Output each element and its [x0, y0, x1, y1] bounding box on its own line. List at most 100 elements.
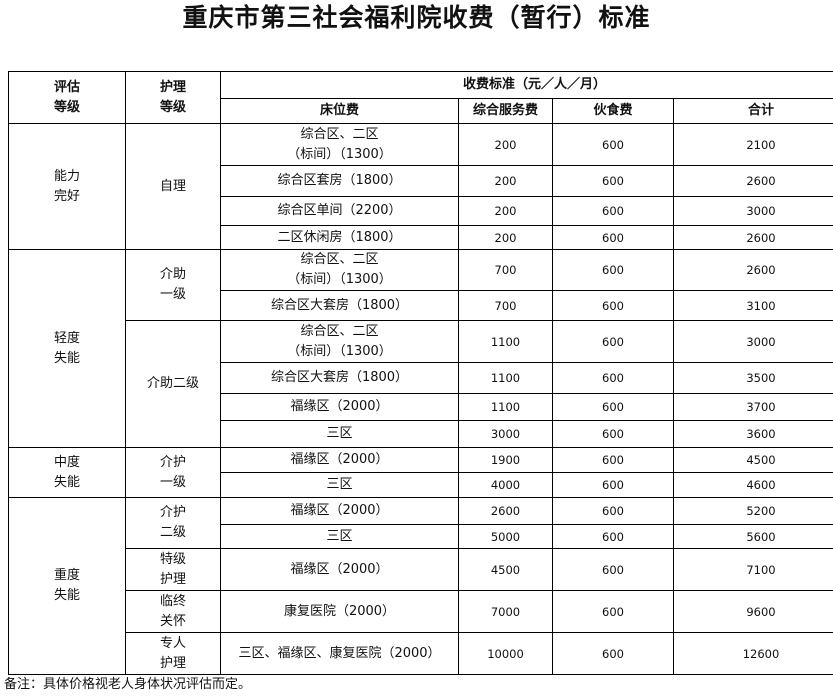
service-fee-cell: 1100 [458, 362, 553, 394]
food-fee-cell: 600 [552, 249, 674, 291]
food-fee-cell: 600 [552, 632, 674, 675]
table-row: 介助二级 综合区、二区 （标间）（1300） 1100 600 3000 [9, 320, 833, 448]
table-row: 三区 4000 600 4600 [9, 472, 833, 498]
header-service: 综合服务费 [458, 98, 553, 124]
care-level-cell: 临终 关怀 [125, 590, 221, 633]
total-fee-cell: 5200 [672, 497, 833, 525]
food-fee-cell: 600 [552, 196, 674, 226]
fee-table: 评估 等级 护理 等级 收费标准（元／人／月） 床位费 综合服务费 伙食费 合计… [8, 71, 833, 675]
service-fee-cell: 4000 [458, 472, 553, 498]
table-row: 特级 护理 福缘区（2000） 4500 600 7100 [9, 548, 833, 591]
bed-fee-cell: 三区、福缘区、康复医院（2000） [220, 632, 459, 675]
total-fee-cell: 4500 [672, 447, 833, 473]
bed-fee-cell: 福缘区（2000） [220, 548, 459, 591]
grade-cell: 能力 完好 [8, 123, 126, 250]
header-food: 伙食费 [552, 98, 674, 124]
total-fee-cell: 4600 [672, 472, 833, 498]
total-fee-cell: 3600 [672, 420, 833, 448]
footnote: 备注：具体价格视老人身体状况评估而定。 [4, 677, 252, 692]
bed-fee-cell: 综合区套房（1800） [220, 165, 459, 197]
table-row: 三区 3000 600 3600 [9, 420, 833, 448]
table-row: 重度 失能 介护 二级 福缘区（2000） 2600 600 5200 [8, 497, 833, 675]
service-fee-cell: 10000 [458, 632, 553, 675]
food-fee-cell: 600 [552, 548, 674, 591]
service-fee-cell: 200 [458, 225, 553, 250]
service-fee-cell: 200 [458, 165, 553, 197]
grade-cell: 中度 失能 [8, 447, 126, 498]
service-fee-cell: 200 [458, 196, 553, 226]
food-fee-cell: 600 [552, 393, 674, 421]
service-fee-cell: 7000 [458, 590, 553, 633]
bed-fee-cell: 综合区单间（2200） [220, 196, 459, 226]
service-fee-cell: 5000 [458, 524, 553, 549]
service-fee-cell: 1900 [458, 447, 553, 473]
food-fee-cell: 600 [552, 447, 674, 473]
bed-fee-cell: 福缘区（2000） [220, 447, 459, 473]
table-row: 中度 失能 介护 一级 福缘区（2000） 1900 600 4500 [8, 447, 833, 498]
header-fee-group: 收费标准（元／人／月） [219, 71, 833, 99]
care-level-cell: 介助 一级 [125, 249, 221, 321]
table-body: 能力 完好 自理 综合区、二区 （标间）（1300） 200 600 2100 综合区套房（… [8, 123, 833, 675]
food-fee-cell: 600 [552, 590, 674, 633]
total-fee-cell: 5600 [672, 524, 833, 549]
total-fee-cell: 2600 [672, 165, 833, 197]
total-fee-cell: 3500 [672, 362, 833, 394]
care-level-cell: 自理 [125, 123, 221, 250]
service-fee-cell: 1100 [458, 320, 553, 363]
table-row: 综合区大套房（1800） 1100 600 3500 [9, 362, 833, 394]
total-fee-cell: 9600 [672, 590, 833, 633]
table-row: 轻度 失能 介助 一级 综合区、二区 （标间）（1300） 700 600 2600 [8, 249, 833, 448]
table-row: 临终 关怀 康复医院（2000） 7000 600 9600 [9, 590, 833, 633]
care-level-cell: 专人 护理 [125, 632, 221, 675]
header-total: 合计 [672, 98, 833, 124]
header-care: 护理 等级 [125, 71, 221, 124]
food-fee-cell: 600 [552, 320, 674, 363]
table-row: 综合区套房（1800） 200 600 2600 [9, 165, 833, 197]
page-title: 重庆市第三社会福利院收费（暂行）标准 [182, 3, 651, 32]
service-fee-cell: 700 [458, 249, 553, 291]
bed-fee-cell: 综合区、二区 （标间）（1300） [220, 320, 459, 363]
total-fee-cell: 2600 [672, 249, 833, 291]
table-row: 综合区大套房（1800） 700 600 3100 [9, 290, 833, 321]
food-fee-cell: 600 [552, 524, 674, 549]
food-fee-cell: 600 [552, 362, 674, 394]
total-fee-cell: 7100 [672, 548, 833, 591]
total-fee-cell: 3700 [672, 393, 833, 421]
bed-fee-cell: 康复医院（2000） [220, 590, 459, 633]
bed-fee-cell: 福缘区（2000） [220, 393, 459, 421]
food-fee-cell: 600 [552, 123, 674, 166]
care-level-cell: 介助二级 [125, 320, 221, 448]
table-row: 能力 完好 自理 综合区、二区 （标间）（1300） 200 600 2100 [8, 123, 833, 250]
service-fee-cell: 700 [458, 290, 553, 321]
bed-fee-cell: 综合区、二区 （标间）（1300） [220, 249, 459, 291]
table-row: 专人 护理 三区、福缘区、康复医院（2000） 10000 600 12600 [9, 632, 833, 675]
food-fee-cell: 600 [552, 165, 674, 197]
bed-fee-cell: 三区 [220, 472, 459, 498]
service-fee-cell: 3000 [458, 420, 553, 448]
total-fee-cell: 3000 [672, 196, 833, 226]
bed-fee-cell: 综合区大套房（1800） [220, 290, 459, 321]
table-row: 三区 5000 600 5600 [9, 524, 833, 549]
header-grade: 评估 等级 [8, 71, 126, 124]
bed-fee-cell: 综合区、二区 （标间）（1300） [220, 123, 459, 166]
care-level-cell: 特级 护理 [125, 548, 221, 591]
total-fee-cell: 12600 [672, 632, 833, 675]
bed-fee-cell: 综合区大套房（1800） [220, 362, 459, 394]
grade-cell: 轻度 失能 [8, 249, 126, 448]
total-fee-cell: 2100 [672, 123, 833, 166]
bed-fee-cell: 三区 [220, 524, 459, 549]
food-fee-cell: 600 [552, 290, 674, 321]
bed-fee-cell: 福缘区（2000） [220, 497, 459, 525]
header-bed: 床位费 [220, 98, 459, 124]
food-fee-cell: 600 [552, 420, 674, 448]
bed-fee-cell: 三区 [220, 420, 459, 448]
total-fee-cell: 3000 [672, 320, 833, 363]
food-fee-cell: 600 [552, 472, 674, 498]
service-fee-cell: 2600 [458, 497, 553, 525]
grade-cell: 重度 失能 [8, 497, 126, 675]
total-fee-cell: 2600 [672, 225, 833, 250]
service-fee-cell: 4500 [458, 548, 553, 591]
care-level-cell: 介护 二级 [125, 497, 221, 549]
service-fee-cell: 200 [458, 123, 553, 166]
total-fee-cell: 3100 [672, 290, 833, 321]
